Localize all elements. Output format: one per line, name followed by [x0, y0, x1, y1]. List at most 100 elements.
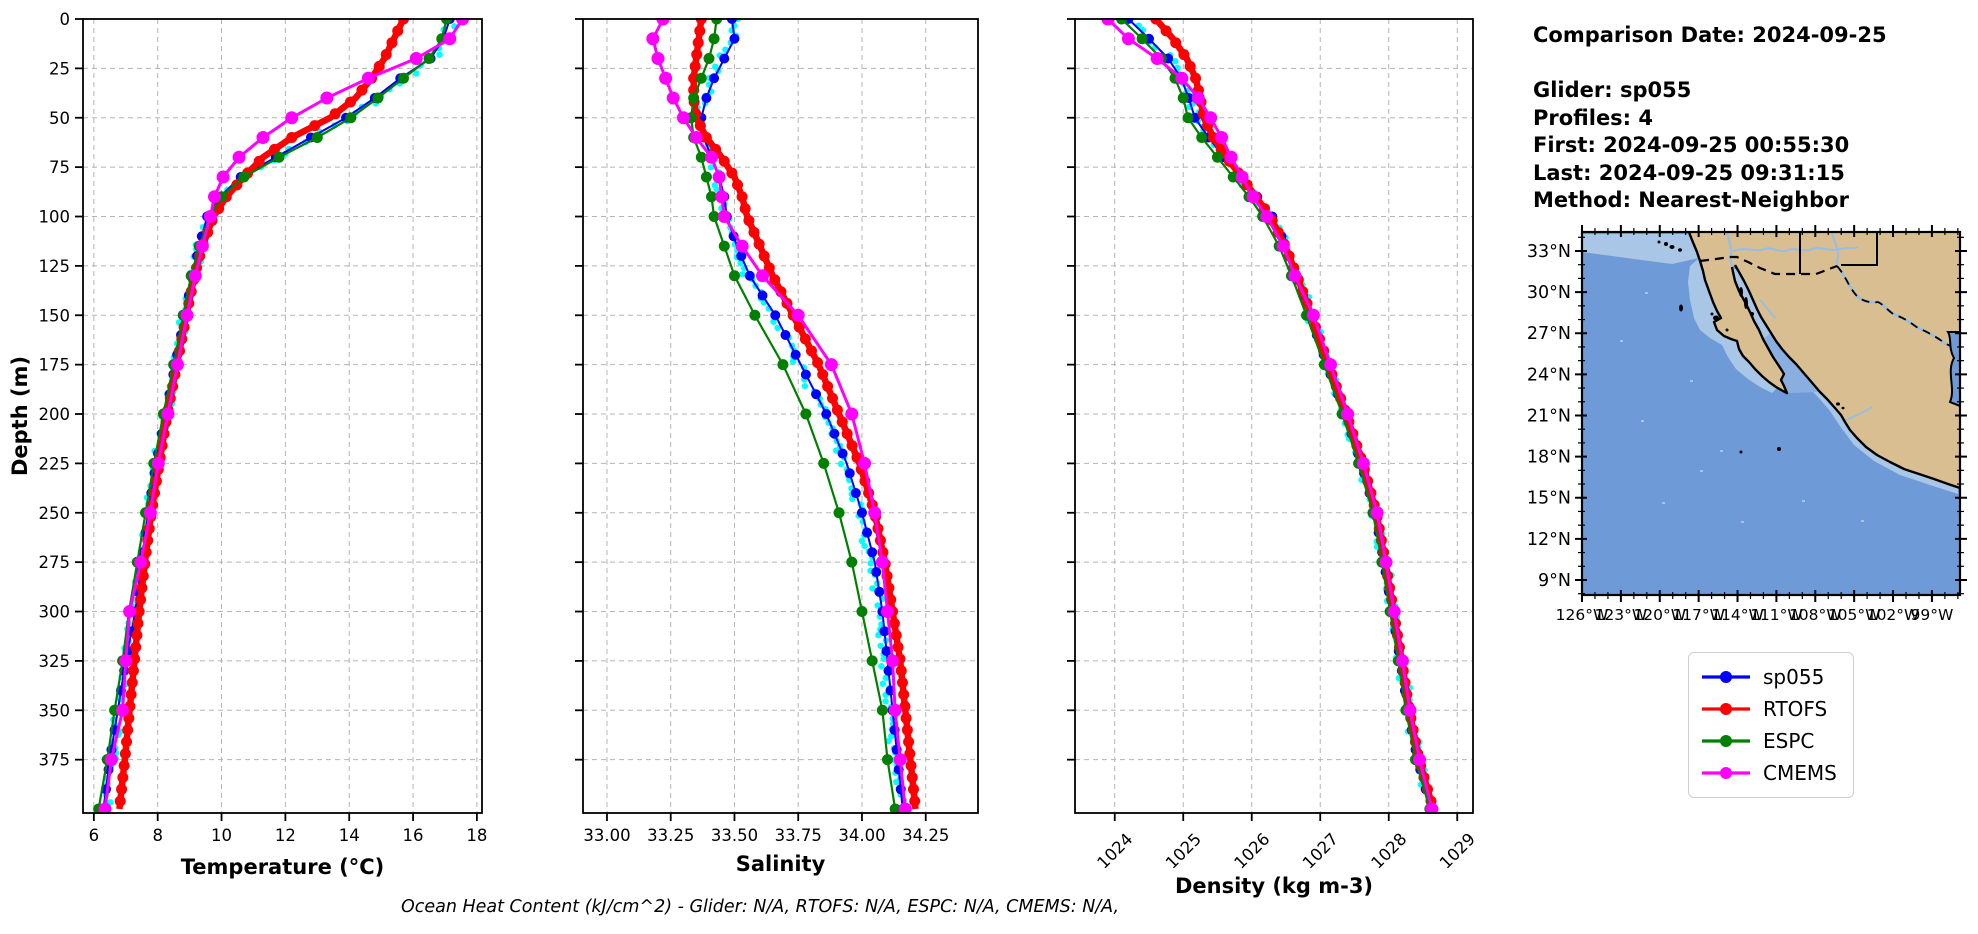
marker [127, 665, 139, 677]
density-panel: 1024 1025 1026 1027 1028 1029 Density (kg m-3) [1067, 18, 1479, 898]
marker [837, 460, 845, 468]
marker [821, 409, 832, 420]
y-tick-label: 175 [39, 356, 71, 375]
map-lon-label: 102°W [1867, 606, 1920, 624]
marker [878, 663, 885, 670]
marker [436, 51, 443, 58]
marker [896, 677, 908, 689]
y-tick-label: 75 [49, 158, 70, 177]
map-lat-label: 9°N [1538, 571, 1571, 591]
map-lon-label: 111°W [1750, 606, 1803, 624]
legend-item-sp055: sp055 [1701, 661, 1853, 693]
marker [858, 537, 866, 545]
x-tick-label: 33.00 [583, 826, 630, 845]
marker [1215, 131, 1229, 145]
marker [700, 171, 712, 183]
marker [1235, 170, 1249, 184]
marker [903, 736, 915, 748]
marker [888, 703, 902, 717]
marker [890, 629, 902, 641]
marker [1177, 92, 1189, 104]
legend-marker-icon [1702, 703, 1750, 715]
series-cmems [98, 18, 470, 814]
comparison-date-text: Comparison Date: 2024-09-25 [1533, 23, 1887, 47]
x-tick-label: 1024 [1093, 829, 1136, 872]
marker [718, 155, 730, 167]
rio-grande-border [1836, 265, 1959, 350]
marker [780, 330, 791, 341]
marker [133, 606, 145, 618]
island [1750, 312, 1754, 316]
marker [901, 724, 913, 736]
marker [879, 626, 890, 637]
axes-border [582, 18, 979, 814]
island [1836, 402, 1840, 406]
baja-coastline [1687, 232, 1789, 395]
marker [882, 674, 890, 682]
y-tick-label: 250 [39, 504, 71, 523]
island [1744, 297, 1748, 309]
marker [386, 37, 398, 49]
marker [119, 654, 133, 668]
marker [1246, 190, 1260, 204]
marker [1170, 37, 1182, 49]
marker [709, 73, 720, 84]
marker [646, 32, 660, 46]
marker [1324, 358, 1338, 372]
marker [344, 96, 356, 108]
marker [232, 150, 246, 164]
method-text: Method: Nearest-Neighbor [1533, 188, 1849, 212]
marker [907, 783, 919, 795]
marker [691, 49, 703, 61]
marker [811, 389, 822, 400]
marker [844, 468, 855, 479]
island [1664, 242, 1668, 246]
marker [906, 771, 918, 783]
map-lat-label: 30°N [1527, 283, 1571, 303]
marker [1136, 33, 1148, 45]
island [1841, 406, 1845, 410]
marker [824, 358, 838, 372]
marker [882, 698, 889, 705]
marker [1211, 151, 1223, 163]
marker [1182, 112, 1194, 124]
marker [791, 308, 805, 322]
legend-marker-icon [1702, 767, 1750, 779]
map-lon-label: 123°W [1595, 606, 1648, 624]
y-tick-label: 275 [39, 553, 71, 572]
marker [132, 617, 144, 629]
marker [1190, 72, 1202, 84]
axes-border [1074, 18, 1474, 814]
marker [883, 665, 894, 676]
temperature-panel: 6 8 10 12 14 16 18 0 25 50 75 100 125 150 175 200 225 250… [8, 10, 487, 879]
marker [114, 795, 126, 807]
marker [856, 507, 867, 518]
marker [135, 594, 147, 606]
marker [893, 778, 900, 786]
marker [757, 290, 768, 301]
rio-grande-upper [1831, 232, 1840, 266]
marker [1276, 239, 1290, 253]
marker [651, 52, 665, 66]
marker [862, 527, 873, 538]
marker [777, 359, 789, 371]
y-tick-label: 25 [49, 59, 70, 78]
legend-label: RTOFS [1763, 697, 1828, 721]
marker [1288, 269, 1302, 283]
marker [875, 555, 889, 569]
marker [1121, 32, 1135, 46]
marker [701, 93, 712, 104]
marker [744, 270, 755, 281]
state-border-nm-tx [1841, 232, 1878, 266]
marker [131, 629, 143, 641]
marker [1379, 555, 1393, 569]
marker [706, 191, 718, 203]
land [1689, 232, 1960, 488]
marker [889, 803, 901, 814]
marker [137, 570, 149, 582]
marker [188, 269, 202, 283]
x-tick-label: 10 [211, 826, 232, 845]
marker [1196, 132, 1208, 144]
marker [833, 507, 845, 519]
